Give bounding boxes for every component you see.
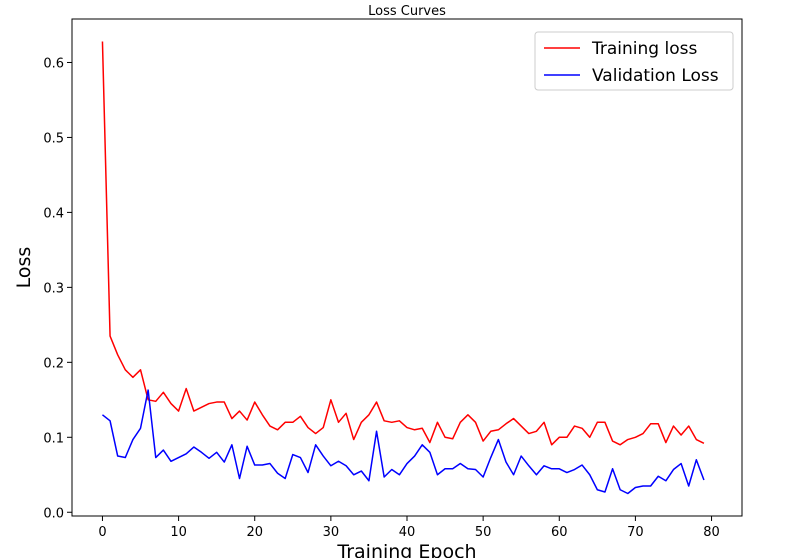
y-axis-ticks: 0.0 0.1 0.2 0.3 0.4 0.5 0.6 (43, 56, 72, 521)
x-tick-label: 20 (246, 525, 263, 540)
y-tick-label: 0.6 (43, 56, 64, 71)
x-tick-label: 50 (475, 525, 492, 540)
x-tick-label: 70 (627, 525, 644, 540)
y-tick-label: 0.4 (43, 206, 64, 221)
y-axis-label: Loss (13, 247, 35, 289)
validation-loss-line (101, 389, 705, 495)
chart-title: Loss Curves (368, 4, 446, 19)
y-tick-label: 0.0 (43, 506, 64, 521)
legend-label-validation-loss: Validation Loss (592, 66, 719, 86)
x-tick-label: 40 (399, 525, 416, 540)
x-tick-label: 60 (551, 525, 568, 540)
legend: Training loss Validation Loss (534, 31, 734, 91)
plot-area-frame (71, 18, 743, 517)
x-tick-label: 80 (703, 525, 720, 540)
x-axis-ticks: 0 10 20 30 40 50 60 70 80 (98, 516, 720, 540)
training-loss-line (101, 41, 705, 446)
legend-label-training-loss: Training loss (591, 39, 697, 59)
x-axis-label: Training Epoch (336, 541, 476, 558)
y-tick-label: 0.3 (43, 281, 64, 296)
legend-box (534, 31, 734, 91)
y-tick-label: 0.2 (43, 356, 64, 371)
x-tick-label: 10 (170, 525, 187, 540)
x-tick-label: 0 (98, 525, 106, 540)
y-tick-label: 0.5 (43, 131, 64, 146)
series-layer (101, 41, 705, 495)
x-tick-label: 30 (323, 525, 340, 540)
y-tick-label: 0.1 (43, 431, 64, 446)
